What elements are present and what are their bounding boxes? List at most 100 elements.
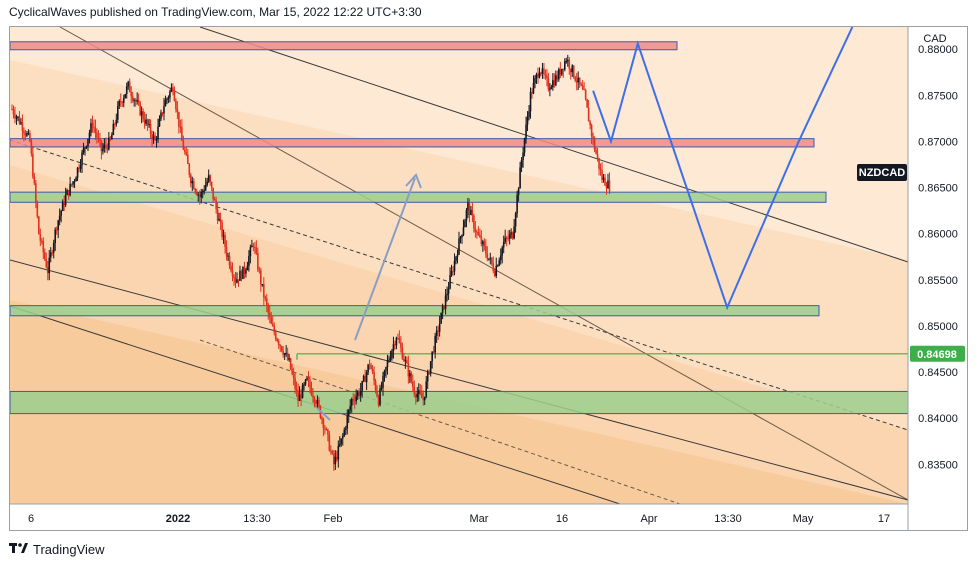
candle-body	[426, 371, 429, 382]
candle-body	[64, 194, 67, 206]
candle-body	[18, 116, 21, 124]
candle-body	[111, 134, 113, 140]
candle-body	[584, 90, 587, 100]
candle-body	[124, 94, 127, 99]
candle-body	[228, 255, 231, 266]
candle-body	[46, 267, 49, 274]
candle-body	[72, 181, 74, 185]
candle-body	[359, 390, 362, 396]
candle-body	[60, 210, 62, 216]
axis-labels: NZDCAD 0.84698	[857, 164, 965, 362]
trendline-dashed-2	[199, 339, 681, 504]
candle-body	[394, 344, 396, 346]
candle-body	[485, 246, 487, 254]
candle-body	[12, 109, 15, 115]
candle-body	[493, 271, 496, 276]
candle-body	[321, 417, 323, 420]
candle-body	[45, 258, 48, 268]
candle-body	[604, 177, 606, 186]
x-tick-label: Mar	[470, 513, 489, 525]
resistance-zone-lower	[10, 138, 815, 148]
symbol-label-bg	[857, 164, 907, 181]
candle-body	[303, 384, 305, 386]
candle-body	[544, 74, 547, 76]
candle-body	[552, 80, 554, 88]
chart-frame[interactable]	[9, 26, 968, 531]
candle-body	[476, 231, 478, 233]
candle-body	[550, 87, 553, 89]
candle-body	[517, 188, 520, 195]
candle-body	[237, 279, 240, 281]
candle-body	[194, 189, 197, 192]
candle-body	[52, 242, 55, 253]
candle-body	[479, 234, 481, 237]
candle-body	[371, 369, 374, 373]
candle-body	[513, 226, 515, 239]
candle-body	[592, 136, 594, 140]
candle-body	[297, 390, 299, 401]
candle-body	[294, 378, 296, 390]
candle-body	[76, 167, 79, 178]
candle-body	[401, 347, 404, 359]
candle-body	[547, 78, 550, 90]
candle-body	[260, 270, 262, 285]
price-axis[interactable]: CAD 0.88000 0.87500 0.87000 0.86500 0.86000 0…	[918, 33, 958, 471]
candle-body	[496, 265, 499, 267]
candle-body	[598, 157, 600, 169]
candle-body	[192, 181, 195, 190]
candle-body	[61, 201, 64, 211]
candle-body	[461, 234, 463, 238]
candle-body	[251, 245, 253, 248]
candle-body	[285, 352, 287, 354]
candle-body	[555, 75, 557, 86]
candle-body	[446, 293, 448, 296]
candle-body	[344, 428, 347, 430]
candle-body	[452, 270, 454, 272]
candle-body	[602, 177, 605, 180]
candle-body	[532, 82, 535, 94]
candle-body	[340, 438, 343, 444]
candle-body	[580, 83, 582, 86]
candle-body	[410, 373, 413, 382]
symbol-label: NZDCAD	[859, 167, 905, 179]
candle-body	[380, 387, 383, 389]
candle-body	[73, 181, 76, 183]
candle-body	[438, 323, 441, 332]
time-axis[interactable]: 6 2022 13:30 Feb Mar 16 Apr 13:30 May 17	[28, 513, 890, 525]
candle-body	[163, 106, 165, 114]
candle-body	[78, 167, 80, 169]
candle-body	[453, 260, 456, 272]
candle-body	[327, 429, 329, 435]
candle-body	[219, 219, 222, 223]
trendline-lower-1	[10, 259, 908, 501]
x-tick-label: 2022	[166, 513, 190, 525]
candle-body	[353, 400, 356, 402]
candle-body	[352, 399, 355, 401]
candle-body	[565, 61, 568, 63]
y-tick-label: 0.88000	[918, 44, 958, 56]
candle-body	[482, 241, 484, 245]
candle-body	[301, 385, 304, 399]
candle-body	[416, 393, 419, 398]
candle-body	[49, 252, 52, 258]
candle-body	[148, 123, 150, 126]
candle-body	[227, 255, 229, 257]
candle-body	[158, 118, 161, 127]
candle-body	[252, 245, 255, 247]
candle-body	[292, 373, 295, 379]
candle-body	[306, 377, 308, 380]
candle-body	[568, 59, 571, 69]
candle-body	[188, 163, 191, 175]
candle-body	[215, 200, 217, 210]
candle-body	[569, 68, 572, 73]
candle-body	[583, 89, 585, 91]
candle-body	[182, 140, 185, 150]
candle-body	[243, 266, 246, 274]
x-tick-label: 16	[556, 513, 568, 525]
candle-body	[225, 246, 228, 256]
candle-body	[337, 445, 340, 460]
candle-body	[374, 380, 377, 391]
candle-body	[561, 68, 563, 75]
candle-body	[492, 263, 495, 272]
